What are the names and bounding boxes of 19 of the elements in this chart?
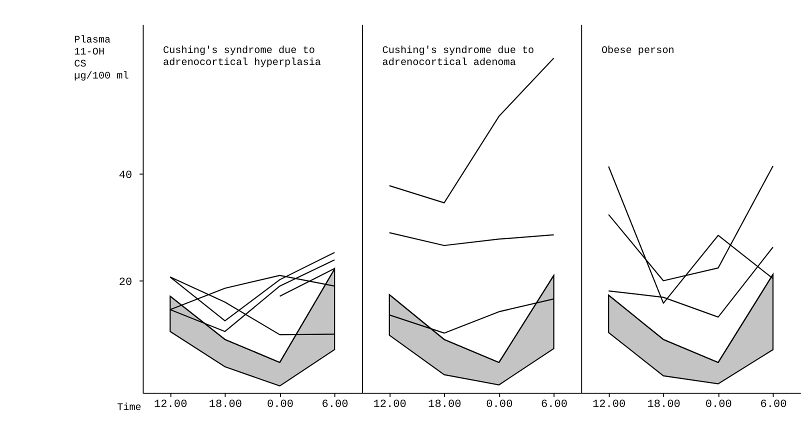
text: Cushing's syndrome due to adrenocortical hyperplasia bbox=[163, 45, 322, 69]
x-tick-label: 0.00 bbox=[266, 399, 294, 412]
x-tick-label: 0.00 bbox=[705, 399, 732, 412]
x-tick-label: 6.00 bbox=[540, 399, 568, 412]
x-tick-label: 18.00 bbox=[647, 399, 680, 412]
text: Cushing's syndrome due to adrenocortical adenoma bbox=[382, 45, 534, 69]
y-tick-label: 40 bbox=[118, 170, 132, 182]
x-tick-label: 18.00 bbox=[208, 399, 242, 412]
x-tick-label: 12.00 bbox=[592, 399, 626, 412]
x-tick-label: 12.00 bbox=[154, 399, 188, 412]
y-tick-label: 20 bbox=[118, 276, 132, 289]
x-tick-label: 6.00 bbox=[760, 399, 787, 412]
text: Obese person bbox=[601, 45, 674, 58]
x-tick-label: 6.00 bbox=[322, 399, 348, 412]
x-axis-title: Time bbox=[117, 402, 142, 414]
x-tick-label: 0.00 bbox=[486, 399, 513, 412]
x-tick-label: 12.00 bbox=[373, 399, 406, 412]
x-tick-label: 18.00 bbox=[428, 399, 462, 412]
y-axis-title: Plasma 11-OH CS µg/100 ml bbox=[74, 34, 129, 82]
